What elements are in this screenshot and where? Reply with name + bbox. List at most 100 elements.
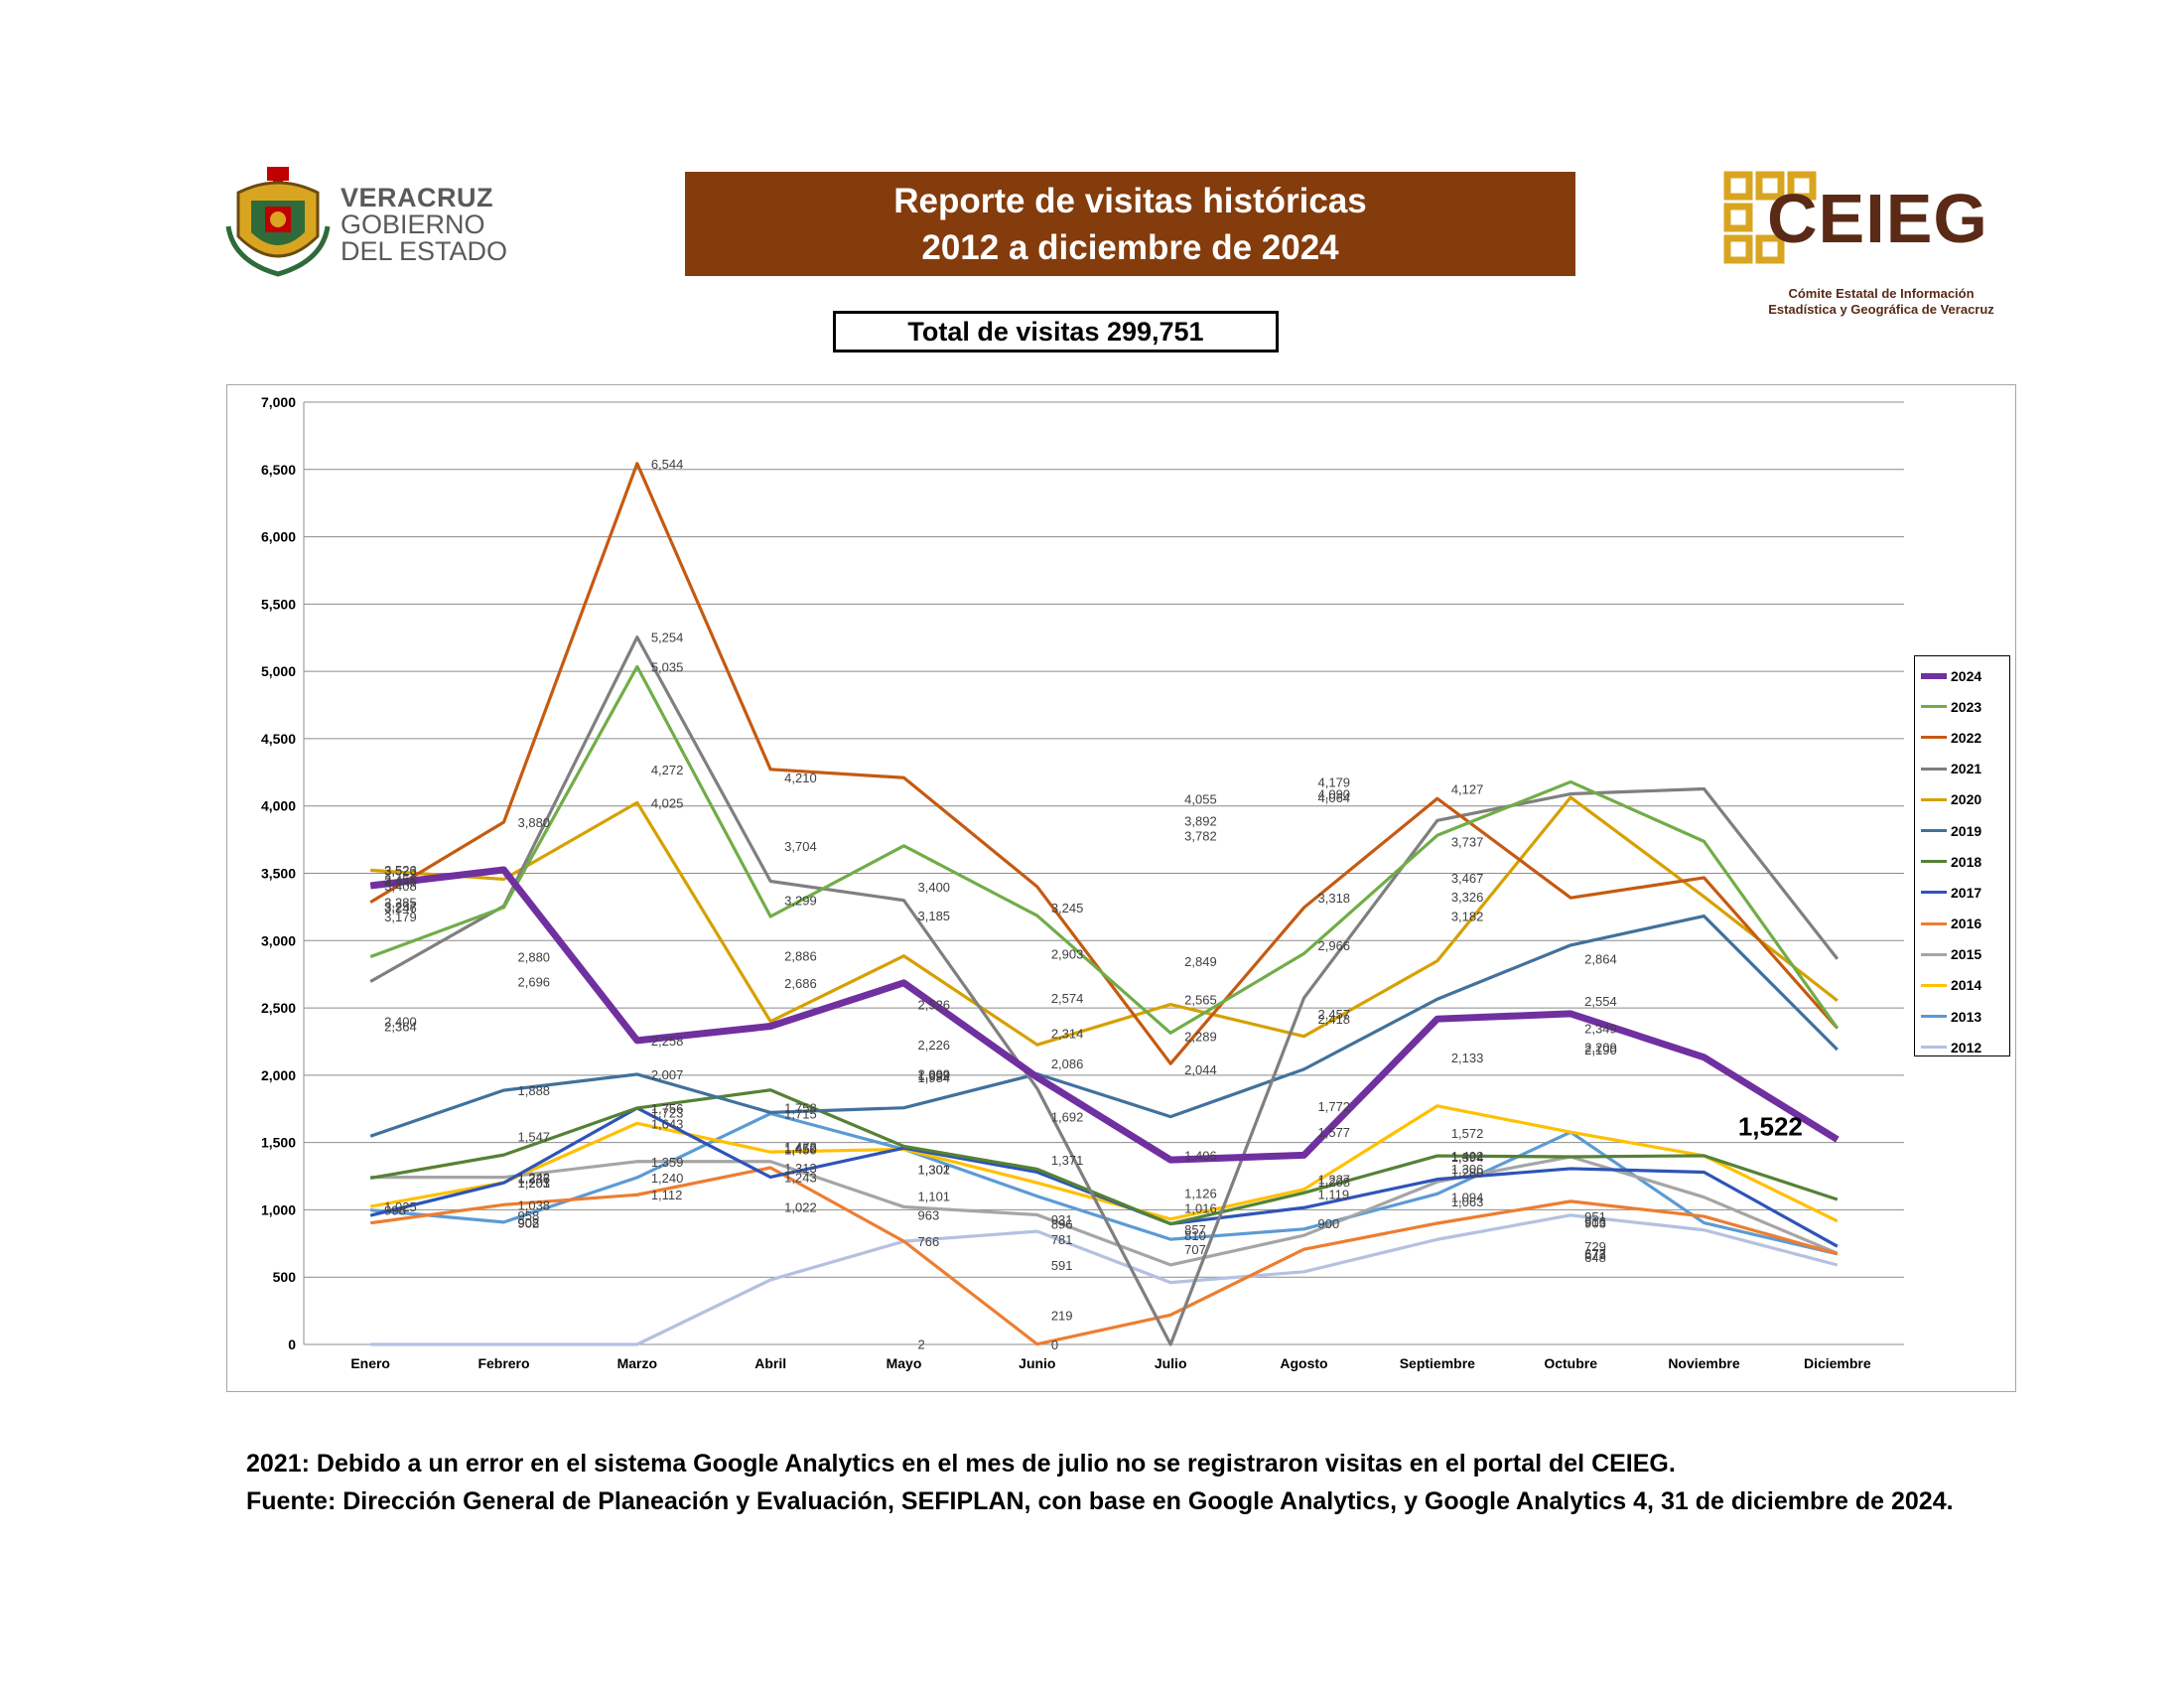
footnote-line2: Fuente: Dirección General de Planeación …: [246, 1487, 1954, 1515]
data-label: 2,686: [784, 976, 817, 991]
data-label: 3,892: [1184, 813, 1217, 828]
data-label: 1,025: [384, 1199, 417, 1214]
data-label: 3,782: [1184, 828, 1217, 843]
data-label: 2,133: [1451, 1051, 1484, 1065]
series-line-2016: [369, 1166, 1839, 1346]
legend-label: 2018: [1951, 853, 1982, 870]
x-tick-label: Abril: [754, 1355, 786, 1371]
data-label: 648: [1584, 1250, 1606, 1265]
data-label: 1,119: [1318, 1187, 1350, 1201]
data-label: 2,903: [1051, 946, 1084, 961]
data-label: 1,240: [651, 1171, 684, 1186]
legend-label: 2014: [1951, 977, 1982, 994]
title-line1: Reporte de visitas históricas: [893, 182, 1367, 220]
y-tick-label: 6,500: [261, 462, 296, 478]
data-label: 1,038: [518, 1197, 551, 1212]
data-label: 1,984: [918, 1070, 951, 1085]
data-label: 3,704: [784, 839, 817, 854]
data-label: 3,408: [384, 879, 417, 894]
y-tick-label: 3,500: [261, 866, 296, 882]
y-tick-label: 0: [288, 1336, 296, 1352]
data-label: 591: [1051, 1258, 1073, 1273]
footnote-line1: 2021: Debido a un error en el sistema Go…: [246, 1450, 1676, 1477]
y-tick-label: 6,000: [261, 529, 296, 545]
legend-item-2017: 2017: [1915, 877, 2009, 908]
data-label: 3,285: [384, 896, 417, 911]
data-label: 1,126: [1184, 1186, 1217, 1200]
legend-item-2012: 2012: [1915, 1032, 2009, 1062]
data-label: 1,112: [651, 1188, 683, 1202]
data-label: 1,301: [918, 1163, 951, 1178]
data-label: 677: [1584, 1246, 1606, 1261]
data-label: 4,127: [1451, 781, 1484, 796]
data-label: 766: [918, 1234, 940, 1249]
data-label: 4,064: [1318, 790, 1351, 805]
data-label: 1,302: [918, 1162, 951, 1177]
data-label: 2,226: [918, 1038, 951, 1053]
coat-of-arms-icon: [225, 167, 331, 277]
data-label: 1,572: [1451, 1126, 1484, 1141]
series-line-2023: [369, 664, 1840, 1035]
data-label: 2,349: [1584, 1022, 1617, 1037]
legend-swatch: [1921, 891, 1947, 895]
data-label: 3,467: [1451, 871, 1484, 886]
legend-label: 2023: [1951, 698, 1982, 715]
data-label: 902: [518, 1216, 540, 1231]
data-label: 2,314: [1051, 1026, 1084, 1041]
data-label: 3,880: [518, 815, 551, 830]
data-label: 1,406: [1184, 1148, 1217, 1163]
data-label: 0: [1051, 1337, 1058, 1352]
data-label: 3,179: [384, 910, 417, 924]
gov-name-line2: GOBIERNO: [341, 210, 485, 239]
title-line2: 2012 a diciembre de 2024: [921, 228, 1339, 267]
x-tick-label: Junio: [1019, 1355, 1055, 1371]
data-label: 1,450: [784, 1142, 817, 1157]
data-label: 3,182: [1451, 910, 1484, 924]
data-label: 2,289: [1184, 1030, 1217, 1045]
x-tick-label: Diciembre: [1804, 1355, 1871, 1371]
data-label: 3,400: [918, 880, 951, 895]
legend-swatch: [1921, 860, 1947, 864]
data-label: 1,236: [518, 1171, 551, 1186]
data-label: 1,203: [518, 1176, 551, 1191]
data-label: 931: [1051, 1212, 1073, 1227]
data-label: 3,737: [1451, 834, 1484, 849]
legend-label: 2020: [1951, 791, 1982, 808]
series-line-2018: [369, 1088, 1839, 1226]
data-label: 3,523: [384, 863, 417, 878]
legend-swatch: [1921, 1015, 1947, 1019]
data-label: 1,758: [784, 1101, 817, 1116]
data-label: 2,886: [784, 949, 817, 964]
x-tick-label: Noviembre: [1668, 1355, 1740, 1371]
data-label: 1,242: [518, 1171, 551, 1186]
data-label: 2,526: [918, 998, 951, 1013]
data-label: 1,016: [1184, 1200, 1217, 1215]
legend-item-2013: 2013: [1915, 1001, 2009, 1032]
legend-swatch: [1921, 829, 1947, 833]
ceieg-logo: CEIEG Cómite Estatal de Información Esta…: [1719, 167, 2017, 326]
legend-swatch: [1921, 736, 1947, 740]
data-label: 1,208: [1318, 1175, 1351, 1190]
data-label: 2: [918, 1337, 925, 1352]
data-label: 900: [1318, 1216, 1340, 1231]
data-label: 1,063: [1451, 1195, 1484, 1209]
highlight-value-label: 1,522: [1738, 1112, 1803, 1142]
x-tick-label: Marzo: [617, 1355, 657, 1371]
data-label: 2,044: [1184, 1062, 1217, 1077]
data-label: 2,880: [518, 950, 551, 965]
x-tick-label: Febrero: [478, 1355, 529, 1371]
data-label: 1,201: [518, 1176, 551, 1191]
data-label: 781: [1051, 1232, 1073, 1247]
knot-pattern-icon: [1723, 171, 1817, 264]
series-line-2019: [369, 914, 1839, 1138]
y-tick-label: 5,000: [261, 663, 296, 679]
legend-item-2019: 2019: [1915, 815, 2009, 846]
series-line-2017: [369, 1106, 1839, 1248]
legend-label: 2016: [1951, 915, 1982, 932]
data-label: 1,888: [518, 1083, 551, 1098]
data-label: 958: [518, 1208, 540, 1223]
legend-swatch: [1921, 767, 1947, 771]
series-line-2020: [370, 795, 1839, 1047]
legend-label: 2022: [1951, 729, 1982, 746]
y-tick-label: 5,500: [261, 596, 296, 612]
